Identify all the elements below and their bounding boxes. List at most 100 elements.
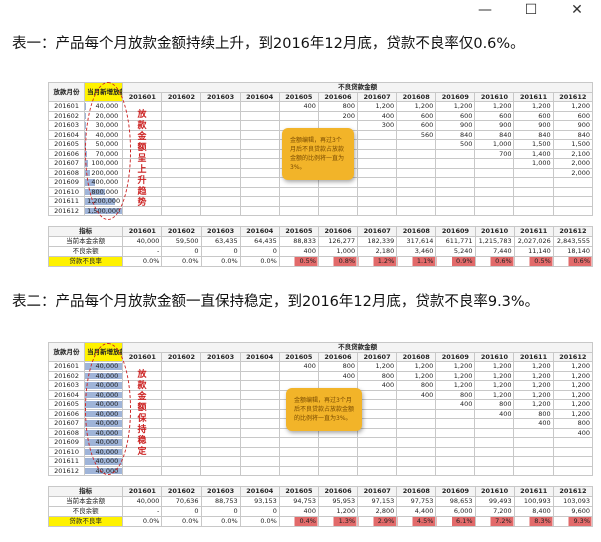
bad-amount-cell: 1,200 <box>474 389 515 400</box>
callout-note: 金额编辑，再过3个月后不良贷款占放款金额的比例将一直为3%。 <box>286 388 362 431</box>
row-month: 201611 <box>47 196 86 207</box>
bad-amount-cell <box>278 446 319 457</box>
bad-amount-cell <box>200 408 241 419</box>
summary-value: 9.3% <box>552 515 594 527</box>
summary-value: 0.6% <box>474 255 515 267</box>
group-header: 不良贷款金额 <box>122 82 593 93</box>
row-month: 201611 <box>47 456 86 467</box>
row-month: 201603 <box>47 120 86 131</box>
summary-value: 8.3% <box>513 515 554 527</box>
bad-amount-cell: 840 <box>513 129 554 140</box>
summary-value: 11,140 <box>513 245 554 257</box>
bad-amount-cell <box>552 186 594 197</box>
row-month: 201606 <box>47 408 86 419</box>
bad-amount-cell <box>474 205 515 216</box>
summary-header: 201602 <box>161 486 202 497</box>
bad-amount-cell <box>552 456 594 467</box>
bad-amount-cell: 1,200 <box>396 361 437 372</box>
table-row: 201601 40,000 400 800 1,200 1,200 1,200 1,200 1,… <box>47 101 594 112</box>
minimize-icon[interactable]: — <box>478 2 492 18</box>
maximize-icon[interactable]: ☐ <box>524 2 538 18</box>
bad-amount-cell <box>200 167 241 178</box>
bad-amount-cell <box>474 158 515 169</box>
bad-amount-cell <box>396 446 437 457</box>
month-header: 201603 <box>200 351 241 362</box>
bad-amount-cell <box>356 389 398 400</box>
table-row: 201602 20,000 200 400 600 600 600 600 600 <box>47 110 594 121</box>
month-header: 201604 <box>239 351 280 362</box>
summary-value: 0 <box>161 245 202 257</box>
bad-amount-cell <box>317 186 358 197</box>
bad-amount-cell <box>435 158 476 169</box>
bad-amount-cell: 800 <box>396 380 437 391</box>
summary-header: 201612 <box>552 226 594 237</box>
bad-amount-cell <box>396 437 437 448</box>
summary-value: 1,000 <box>317 245 359 257</box>
bad-amount-cell: 800 <box>317 361 358 372</box>
row-month: 201612 <box>47 465 86 476</box>
bad-amount-cell <box>278 370 319 381</box>
summary-value: 0.0% <box>239 255 280 267</box>
summary-header: 201608 <box>396 486 437 497</box>
summary-header-row: 指标 201601 201602 201603 201604 201605 201606 20… <box>47 486 594 497</box>
bad-amount-cell <box>161 158 202 169</box>
bad-amount-cell <box>200 120 241 131</box>
bad-amount-cell: 840 <box>552 129 594 140</box>
bad-amount-cell <box>200 177 241 188</box>
bad-amount-cell <box>239 380 280 391</box>
bad-amount-cell <box>200 158 241 169</box>
bad-amount-cell <box>356 465 398 476</box>
bad-amount-cell <box>239 101 280 112</box>
bad-amount-cell <box>161 177 202 188</box>
bad-amount-cell: 840 <box>435 129 476 140</box>
bad-amount-cell <box>239 389 280 400</box>
bad-amount-cell <box>513 427 554 438</box>
bad-amount-cell: 1,200 <box>356 361 398 372</box>
summary-value: 97,153 <box>357 495 398 507</box>
table1-block: 放款月份 当月新增放款金额(w) 不良贷款金额 2016012016022016… <box>47 82 594 267</box>
summary-value: 182,339 <box>357 235 398 247</box>
bad-amount-cell <box>161 148 202 159</box>
summary-value: 2,180 <box>357 245 398 257</box>
summary-label: 贷款不良率 <box>47 515 124 527</box>
summary-value: 100,993 <box>513 495 554 507</box>
bad-amount-cell <box>317 437 358 448</box>
summary-value: 18,140 <box>552 245 594 257</box>
bad-amount-cell <box>552 446 594 457</box>
bad-amount-cell <box>356 158 398 169</box>
summary-value: 0.6% <box>552 255 594 267</box>
bad-amount-cell <box>396 139 437 150</box>
bad-amount-cell <box>513 446 554 457</box>
summary-header: 201605 <box>278 226 319 237</box>
bad-amount-cell <box>239 446 280 457</box>
summary-value: 0.0% <box>200 255 241 267</box>
bad-amount-cell: 400 <box>396 389 437 400</box>
summary-value: 0.5% <box>513 255 554 267</box>
summary-value: 400 <box>278 505 319 517</box>
bad-amount-cell <box>356 139 398 150</box>
month-header: 201602 <box>161 91 202 102</box>
month-header: 201605 <box>278 91 319 102</box>
bad-amount-cell <box>317 205 358 216</box>
bad-amount-cell <box>239 437 280 448</box>
bad-amount-cell <box>161 167 202 178</box>
summary-value: - <box>122 245 163 257</box>
bad-amount-cell: 1,200 <box>435 361 476 372</box>
bad-amount-cell <box>200 196 241 207</box>
bad-amount-cell <box>239 418 280 429</box>
bad-amount-cell <box>239 456 280 467</box>
close-icon[interactable]: ✕ <box>571 2 583 18</box>
row-month: 201609 <box>47 437 86 448</box>
month-header: 201611 <box>513 351 554 362</box>
bad-amount-cell <box>200 139 241 150</box>
col-month-header: 放款月份 <box>47 82 86 102</box>
bad-amount-cell <box>435 186 476 197</box>
bad-amount-cell <box>356 129 398 140</box>
summary-header: 201604 <box>239 226 280 237</box>
bad-amount-cell: 1,200 <box>552 399 594 410</box>
summary-value: 0 <box>161 505 202 517</box>
bad-amount-cell: 2,100 <box>552 148 594 159</box>
summary-header: 指标 <box>47 486 124 497</box>
bad-amount-cell <box>239 196 280 207</box>
bad-amount-cell <box>200 418 241 429</box>
